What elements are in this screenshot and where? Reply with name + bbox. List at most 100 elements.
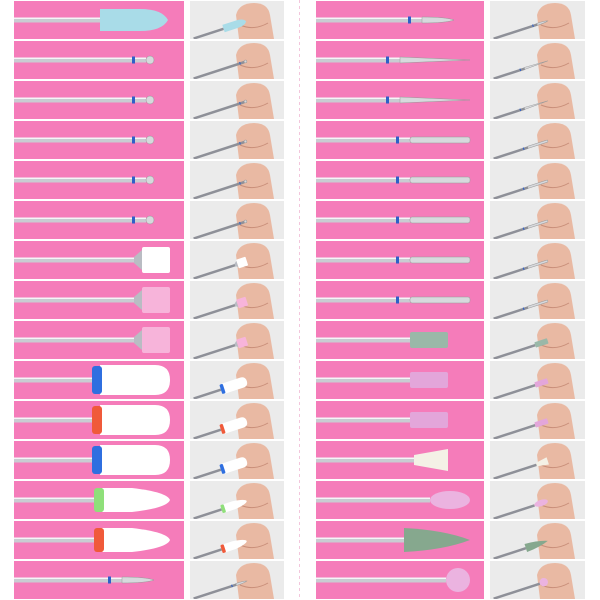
finger-with-bit — [493, 243, 575, 279]
shank-highlight — [316, 97, 400, 99]
shank-highlight — [14, 537, 94, 539]
bit-head — [409, 256, 471, 264]
bit-usage-thumbnail — [490, 281, 585, 319]
bit-shank — [14, 177, 146, 183]
bit-head — [236, 256, 249, 269]
bit-usage-thumbnail — [490, 401, 585, 439]
bit-product-cell — [14, 401, 184, 439]
bit-shank — [316, 577, 446, 583]
nail-edge — [540, 262, 570, 269]
bit-usage-thumbnail — [490, 521, 585, 559]
bit-head — [414, 449, 448, 471]
finger — [236, 283, 274, 319]
finger-with-bit — [493, 523, 575, 559]
bit-head — [534, 499, 548, 507]
shank-highlight — [14, 17, 100, 19]
nail-edge — [239, 102, 269, 109]
shank-highlight — [316, 17, 422, 19]
nail-edge — [540, 502, 570, 509]
bit-usage-thumbnail — [190, 161, 284, 199]
bit-product-cell — [316, 81, 484, 119]
bit-shank — [193, 180, 245, 199]
bit-product-cell — [316, 321, 484, 359]
nail-edge — [540, 382, 570, 389]
bit-head — [243, 179, 248, 184]
bit-product-cell — [14, 521, 184, 559]
color-band — [92, 406, 102, 434]
bit-product-cell — [14, 281, 184, 319]
bit-shank — [316, 417, 410, 423]
finger-with-bit — [193, 43, 274, 79]
bit-shank — [14, 297, 140, 303]
nail-edge — [540, 222, 570, 229]
bit-shank — [316, 97, 400, 103]
finger — [537, 203, 575, 239]
bit-product-cell — [316, 481, 484, 519]
bit-head — [221, 457, 248, 474]
shank-highlight — [316, 297, 410, 299]
color-band — [219, 423, 226, 434]
bit-head — [222, 539, 247, 553]
bit-head — [145, 135, 155, 145]
finger — [236, 483, 274, 519]
bit-head — [534, 338, 549, 348]
finger — [537, 3, 575, 39]
bit-head — [527, 259, 549, 269]
bit-usage-thumbnail — [190, 1, 284, 39]
color-band — [522, 307, 525, 311]
finger — [236, 523, 274, 559]
color-band — [386, 96, 389, 104]
nail-edge — [540, 342, 570, 349]
color-band — [396, 176, 399, 184]
drill-bit-illustration — [316, 256, 471, 264]
bit-product-cell — [316, 41, 484, 79]
bit-shank — [493, 384, 536, 399]
nail-edge — [239, 142, 269, 149]
bit-shank — [493, 582, 541, 599]
bit-head — [524, 540, 548, 553]
bit-shank — [14, 457, 92, 463]
bit-shank — [493, 226, 529, 239]
bit-head — [243, 59, 248, 64]
finger-with-bit — [193, 283, 274, 319]
finger — [236, 3, 274, 39]
finger-with-bit — [493, 3, 575, 39]
finger-with-bit — [193, 123, 274, 159]
finger-with-bit — [193, 363, 274, 399]
bit-shank — [14, 217, 146, 223]
bit-usage-thumbnail — [490, 121, 585, 159]
bit-head — [236, 336, 249, 349]
bit-product-cell — [316, 201, 484, 239]
bit-product-cell — [316, 401, 484, 439]
nail-edge — [540, 62, 570, 69]
drill-bit-illustration — [316, 528, 470, 552]
bit-shank — [493, 23, 538, 39]
shank-highlight — [14, 257, 140, 259]
finger — [537, 443, 575, 479]
drill-bit-illustration — [14, 445, 170, 475]
nail-edge — [540, 102, 570, 109]
shank-highlight — [14, 457, 92, 459]
bit-head — [404, 528, 470, 552]
color-band — [396, 136, 399, 144]
color-band — [239, 181, 241, 185]
finger-with-bit — [493, 123, 575, 159]
bit-shank — [14, 137, 146, 143]
bit-shank — [14, 417, 92, 423]
color-band — [132, 176, 135, 184]
bit-product-cell — [14, 561, 184, 599]
color-band — [522, 187, 525, 191]
shank-highlight — [316, 57, 400, 59]
finger — [236, 563, 274, 599]
bit-usage-thumbnail — [190, 41, 284, 79]
color-band — [132, 56, 135, 64]
color-band — [396, 216, 399, 224]
drill-bit-illustration — [316, 491, 470, 509]
bit-head — [410, 332, 448, 348]
bit-shank — [316, 377, 410, 383]
nail-edge — [540, 462, 570, 469]
bit-shank — [493, 146, 529, 159]
bit-product-cell — [316, 361, 484, 399]
color-band — [519, 108, 522, 112]
bit-head — [523, 100, 548, 110]
